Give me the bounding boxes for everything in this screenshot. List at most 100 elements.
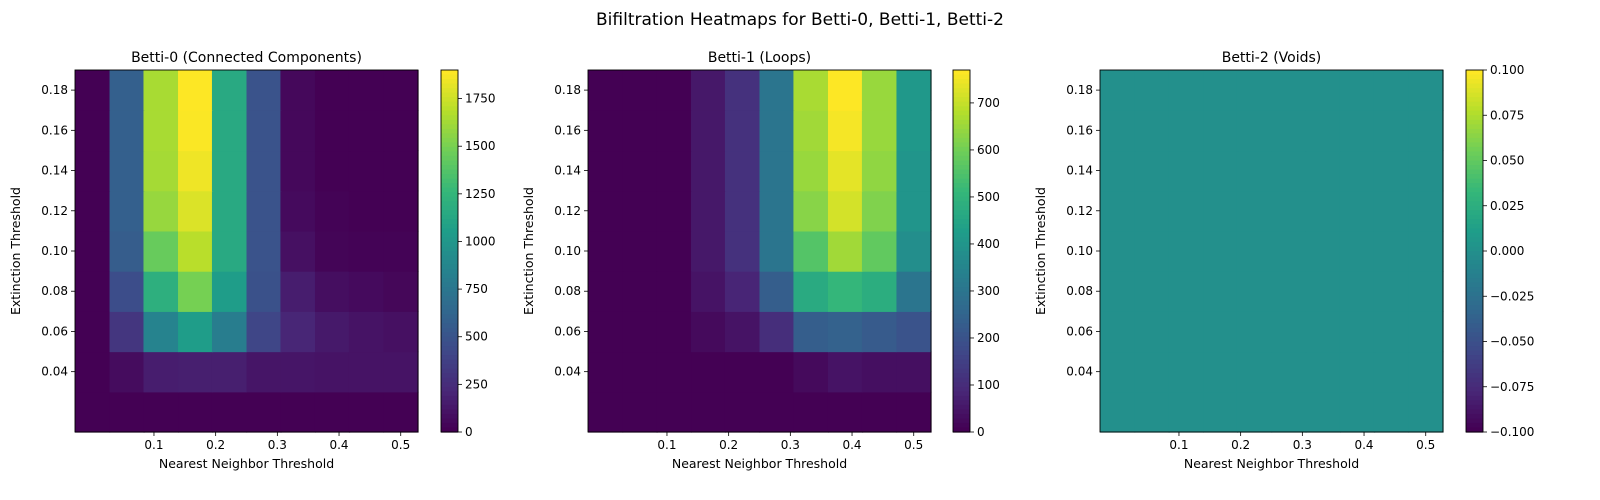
heatmap-cell bbox=[861, 110, 898, 152]
colorbar-segment bbox=[953, 332, 970, 338]
heatmap-cell bbox=[383, 150, 419, 192]
colorbar-tick-label: −0.100 bbox=[1490, 425, 1534, 439]
colorbar-segment bbox=[441, 174, 458, 180]
y-tick-label: 0.08 bbox=[554, 284, 581, 298]
heatmap-cell bbox=[246, 70, 282, 111]
heatmap-cell bbox=[1271, 351, 1307, 393]
colorbar-segment bbox=[953, 237, 970, 243]
colorbar-segment bbox=[953, 386, 970, 392]
colorbar-segment bbox=[1466, 336, 1483, 343]
heatmap-cell bbox=[896, 351, 932, 393]
heatmap-cell bbox=[724, 230, 761, 272]
colorbar-segment bbox=[1466, 196, 1483, 202]
heatmap-cell bbox=[1100, 150, 1136, 192]
colorbar: 0 250 500 750 1000 1250 1500 1750 bbox=[440, 69, 496, 439]
heatmap-cell bbox=[724, 70, 761, 111]
heatmap-cell bbox=[246, 190, 282, 232]
colorbar-segment bbox=[1466, 359, 1483, 365]
colorbar-segment bbox=[441, 350, 458, 356]
colorbar-segment bbox=[441, 119, 458, 125]
heatmap-cell bbox=[1339, 351, 1376, 393]
colorbar-segment bbox=[441, 332, 458, 338]
heatmap-cell bbox=[109, 110, 145, 152]
heatmap-cell bbox=[178, 190, 214, 232]
heatmap-cell bbox=[1168, 70, 1204, 111]
colorbar-segment bbox=[953, 92, 970, 98]
heatmap-cell bbox=[1236, 271, 1273, 312]
colorbar-segment bbox=[953, 169, 970, 175]
colorbar-segment bbox=[1466, 214, 1483, 220]
colorbar-tick-label: −0.050 bbox=[1490, 335, 1534, 349]
heatmap-cell bbox=[1305, 351, 1341, 393]
colorbar-segment bbox=[953, 346, 970, 352]
heatmap-cell bbox=[1408, 70, 1444, 111]
heatmap-cell bbox=[691, 391, 727, 433]
colorbar-segment bbox=[1466, 273, 1483, 279]
heatmap-cell bbox=[759, 150, 795, 192]
colorbar-tick-label: 250 bbox=[465, 377, 488, 391]
heatmap-cell bbox=[383, 230, 419, 272]
heatmap-cell bbox=[75, 391, 111, 433]
colorbar-segment bbox=[1466, 183, 1483, 189]
heatmap-cell bbox=[314, 150, 351, 192]
colorbar-segment bbox=[953, 232, 970, 239]
heatmap-cell bbox=[1305, 311, 1341, 353]
colorbar-segment bbox=[953, 309, 970, 315]
colorbar-segment bbox=[1466, 305, 1483, 311]
heatmap-cell bbox=[383, 311, 419, 353]
heatmap-cell bbox=[588, 271, 624, 312]
heatmap-cell bbox=[691, 190, 727, 232]
heatmap-cell bbox=[1134, 230, 1170, 272]
colorbar-segment bbox=[441, 404, 458, 410]
heatmap-cell bbox=[724, 271, 761, 312]
colorbar-segment bbox=[1466, 83, 1483, 89]
heatmap-cell bbox=[1408, 110, 1444, 152]
heatmap-cell bbox=[1271, 271, 1307, 312]
heatmap-cell bbox=[759, 110, 795, 152]
heatmap-cells bbox=[1100, 70, 1444, 433]
colorbar-segment bbox=[441, 201, 458, 207]
colorbar-tick-label: 500 bbox=[465, 330, 488, 344]
colorbar-segment bbox=[441, 251, 458, 257]
colorbar-segment bbox=[953, 137, 970, 144]
heatmap-cell bbox=[1168, 271, 1204, 312]
colorbar-tick-label: 750 bbox=[465, 282, 488, 296]
heatmap-cell bbox=[75, 271, 111, 312]
heatmap-cell bbox=[1339, 230, 1376, 272]
colorbar-segment bbox=[441, 364, 458, 370]
y-tick-label: 0.16 bbox=[41, 123, 68, 137]
colorbar-segment bbox=[1466, 210, 1483, 216]
panel-title: Betti-2 (Voids) bbox=[1222, 50, 1322, 66]
colorbar-segment bbox=[953, 183, 970, 189]
heatmap-cell bbox=[793, 150, 829, 192]
colorbar-segment bbox=[1466, 282, 1483, 288]
colorbar-tick-label: 1000 bbox=[465, 234, 496, 248]
heatmap-cell bbox=[793, 311, 829, 353]
heatmap-cell bbox=[109, 271, 145, 312]
heatmap-cell bbox=[656, 110, 692, 152]
heatmap-cell bbox=[861, 70, 898, 111]
heatmap-cell bbox=[280, 190, 316, 232]
heatmap-cell bbox=[691, 271, 727, 312]
heatmap-cell bbox=[1203, 230, 1239, 272]
colorbar-segment bbox=[953, 395, 970, 401]
heatmap-cell bbox=[759, 311, 795, 353]
colorbar-tick-label: 500 bbox=[977, 190, 1000, 204]
colorbar-segment bbox=[1466, 201, 1483, 207]
colorbar-segment bbox=[1466, 119, 1483, 125]
heatmap-cell bbox=[1168, 190, 1204, 232]
y-axis-label: Extinction Threshold bbox=[1033, 187, 1048, 315]
colorbar-segment bbox=[1466, 137, 1483, 144]
colorbar-segment bbox=[441, 192, 458, 198]
colorbar-segment bbox=[441, 368, 458, 374]
colorbar-tick-label: 400 bbox=[977, 237, 1000, 251]
figure-title: Bifiltration Heatmaps for Betti-0, Betti… bbox=[596, 10, 1004, 30]
colorbar-tick-label: 1250 bbox=[465, 187, 496, 201]
heatmap-cell bbox=[1271, 150, 1307, 192]
heatmap-cell bbox=[1236, 70, 1273, 111]
y-tick-label: 0.10 bbox=[1066, 244, 1093, 258]
heatmap-cell bbox=[75, 311, 111, 353]
heatmap-cell bbox=[109, 311, 145, 353]
colorbar-segment bbox=[1466, 309, 1483, 315]
